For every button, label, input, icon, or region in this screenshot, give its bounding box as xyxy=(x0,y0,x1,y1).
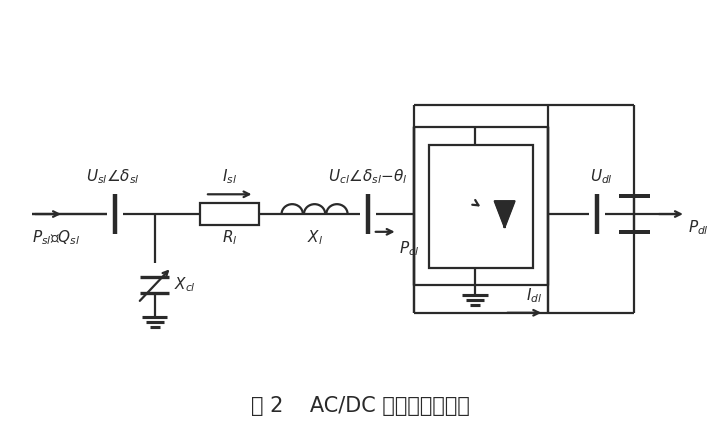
Text: $X_{cl}$: $X_{cl}$ xyxy=(174,276,197,294)
Text: $U_{dl}$: $U_{dl}$ xyxy=(590,168,613,186)
Text: $R_l$: $R_l$ xyxy=(222,228,238,247)
Text: $I_{sl}$: $I_{sl}$ xyxy=(222,168,237,186)
Text: $U_{sl}\angle\delta_{sl}$: $U_{sl}\angle\delta_{sl}$ xyxy=(86,168,140,186)
Text: $P_{dl}$: $P_{dl}$ xyxy=(688,218,708,237)
Polygon shape xyxy=(495,201,515,227)
Text: $P_{sl}$、$Q_{sl}$: $P_{sl}$、$Q_{sl}$ xyxy=(32,228,81,247)
Bar xyxy=(414,127,548,285)
Text: $P_{cl}$: $P_{cl}$ xyxy=(400,240,420,258)
Text: $U_{cl}\angle\delta_{sl}{-}\theta_l$: $U_{cl}\angle\delta_{sl}{-}\theta_l$ xyxy=(328,168,408,186)
Bar xyxy=(200,203,259,225)
Text: 图 2    AC/DC 换流器等效模型: 图 2 AC/DC 换流器等效模型 xyxy=(251,395,469,416)
Text: $I_{dl}$: $I_{dl}$ xyxy=(526,286,542,305)
Bar xyxy=(429,145,533,268)
Text: $X_l$: $X_l$ xyxy=(307,228,323,247)
